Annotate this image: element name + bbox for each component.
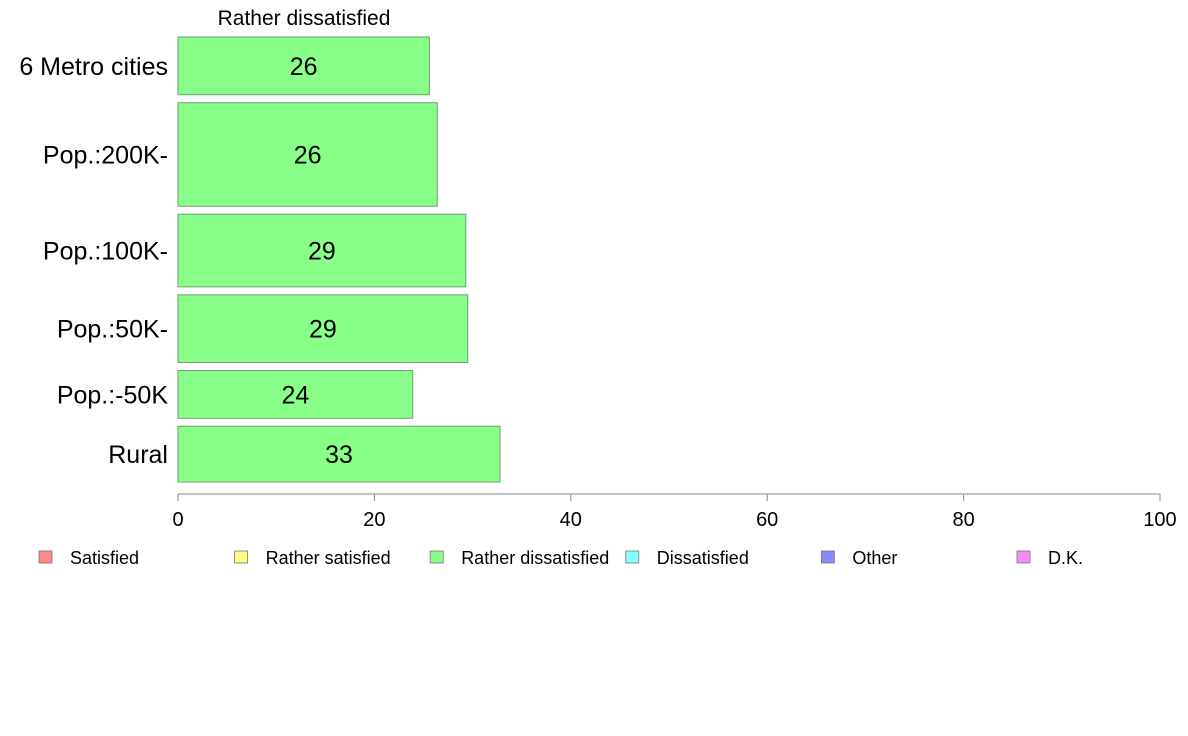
category-labels: 6 Metro cities Pop.:200K- Pop.:100K- Pop.:5…: [19, 53, 168, 469]
x-tick-label: 0: [172, 509, 183, 531]
category-label: Pop.:50K-: [57, 316, 168, 344]
bar-value-label: 29: [309, 316, 337, 344]
legend-swatch: [625, 550, 640, 564]
legend-label: Satisfied: [70, 548, 139, 568]
bar-value-label: 29: [308, 238, 336, 266]
x-tick-label: 20: [363, 509, 385, 531]
bar: [177, 425, 501, 483]
bar-value-label: 26: [290, 53, 318, 81]
legend-label: Dissatisfied: [657, 548, 749, 568]
x-tick-label: 100: [1143, 509, 1176, 531]
category-label: Pop.:-50K: [57, 381, 169, 409]
legend: Satisfied Rather satisfied Rather dissatis…: [38, 548, 1083, 568]
legend-label: Rather satisfied: [266, 548, 391, 568]
x-tick-label: 40: [560, 509, 582, 531]
legend-swatch: [38, 550, 53, 564]
chart-title: Rather dissatisfied: [218, 7, 391, 30]
bar-value-label: 33: [325, 441, 353, 469]
bar: [177, 213, 467, 288]
category-label: Pop.:100K-: [43, 238, 168, 266]
legend-swatch: [234, 550, 249, 564]
legend-swatch: [821, 550, 835, 564]
x-axis: 0 20 40 60 80 100: [172, 493, 1177, 531]
legend-swatch: [1016, 550, 1031, 564]
legend-swatch: [429, 550, 444, 564]
legend-label: Other: [852, 548, 897, 568]
bar: [177, 294, 469, 364]
bars-group: 26 26 29 29 24 33: [177, 36, 501, 483]
legend-label: D.K.: [1048, 548, 1083, 568]
bar-value-label: 26: [294, 141, 322, 169]
legend-label: Rather dissatisfied: [461, 548, 609, 568]
bar: [177, 370, 414, 419]
category-label: Rural: [108, 441, 168, 469]
category-label: 6 Metro cities: [19, 53, 168, 81]
category-label: Pop.:200K-: [43, 141, 168, 169]
bar-value-label: 24: [281, 381, 309, 409]
x-tick-label: 60: [756, 509, 778, 531]
bar: [177, 102, 438, 207]
x-tick-label: 80: [952, 509, 974, 531]
bar: [177, 36, 430, 96]
